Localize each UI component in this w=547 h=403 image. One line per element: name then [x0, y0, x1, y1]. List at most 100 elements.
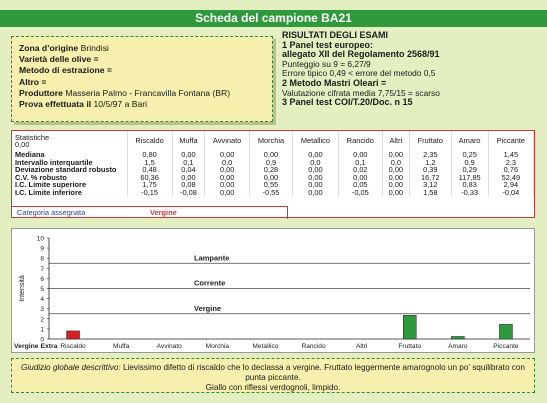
- results-line: 2 Metodo Mastri Oleari =: [282, 77, 387, 88]
- x-tick-label: Riscaldo: [60, 343, 86, 350]
- stats-header-row: Statistiche 0,00 Riscaldo Muffa Avvinato …: [12, 131, 535, 151]
- origin-box: Zona d’origine Brindisi Varietà delle ol…: [11, 36, 273, 122]
- results-panel: RISULTATI DEGLI ESAMI 1 Panel test europ…: [282, 30, 542, 126]
- intensity-chart: Lampante Corrente Vergine 0 1 2 3 4 5 6 7 8 9 10 Inten…: [11, 228, 535, 353]
- y-tick-label: 4: [40, 296, 44, 303]
- stats-cell: 0,0: [204, 158, 251, 166]
- stats-cell: 0,00: [292, 173, 340, 181]
- stats-cell: 2,3: [488, 158, 535, 166]
- y-tick-label: 8: [40, 256, 44, 263]
- x-tick-label: Altri: [356, 343, 368, 350]
- band-label: Vergine: [194, 304, 221, 313]
- stats-cell: 0,00: [292, 151, 340, 159]
- y-axis-label: Intensità: [19, 275, 26, 302]
- judgement-label: Giudizio globale descrittivo:: [21, 363, 121, 372]
- stats-cell: 0,00: [249, 173, 293, 181]
- stats-cell: -0,15: [127, 188, 173, 196]
- column-header: Altri: [382, 131, 411, 151]
- stats-cell: 0,00: [292, 188, 340, 196]
- stats-cell: 1,2: [409, 158, 452, 166]
- stats-cell: 2,94: [488, 181, 535, 189]
- stats-cell: 0,55: [249, 181, 293, 189]
- stats-cell: 16,72: [409, 173, 452, 181]
- stats-cell: 0,76: [488, 166, 535, 174]
- category-label: Categoria assegnata: [17, 208, 86, 217]
- judgement-text-2: Giallo con riflessi verdognoli, limpido.: [205, 383, 341, 392]
- origin-label: Zona d’origine: [19, 43, 79, 53]
- stats-cell: 0,00: [204, 166, 251, 174]
- stats-corner-header: Statistiche 0,00: [12, 131, 128, 151]
- stats-cell: 60,36: [127, 173, 173, 181]
- bar-fruttato: [403, 315, 417, 340]
- stats-cell: 0,00: [382, 151, 411, 159]
- y-tick-label: 0: [40, 337, 44, 344]
- column-header: Rancido: [338, 131, 383, 151]
- stats-cell: -0,55: [249, 188, 293, 196]
- results-line: 1 Panel test europeo:: [282, 39, 374, 50]
- y-tick-label: 10: [37, 236, 45, 243]
- x-tick-label: Fruttato: [398, 343, 421, 350]
- stats-cell: 0,08: [172, 181, 206, 189]
- y-tick-label: 6: [40, 276, 44, 283]
- results-line: Errore tipico 0,49 < errore del metodo 0…: [282, 68, 436, 79]
- origin-line: Produttore Masseria Palmo - Francavilla …: [19, 88, 265, 99]
- band-label: Lampante: [194, 253, 229, 262]
- stats-cell: 0,02: [338, 166, 383, 174]
- stats-cell: 1,5: [127, 158, 173, 166]
- stats-row-label: Deviazione standard robusto: [12, 166, 128, 174]
- category-value: Vergine: [150, 208, 177, 217]
- stats-row: Deviazione standard robusto 0,48 0,04 0,00 0…: [12, 166, 535, 174]
- stats-row: Intervallo interquartile 1,5 0,1 0,0 0,9 0,0 0…: [12, 158, 535, 166]
- origin-label: Altro =: [19, 76, 47, 87]
- origin-label: Varietà delle olive =: [19, 54, 99, 65]
- x-tick-label: Rancido: [301, 343, 326, 350]
- y-tick-label: 3: [40, 306, 44, 313]
- results-heading: RISULTATI DEGLI ESAMI: [282, 30, 388, 40]
- origin-label: Prova effettuata il: [19, 99, 92, 110]
- x-axis-label: Vergine Extra: [14, 343, 58, 350]
- results-line: 3 Panel test COI/T.20/Doc. n 15: [282, 97, 413, 108]
- stats-cell: 0,0: [382, 158, 411, 166]
- stats-row: Mediana 0,80 0,00 0,00 0,00 0,00 0,00 0,00 2,35 0…: [12, 151, 535, 159]
- stats-cell: 0,00: [204, 188, 251, 196]
- stats-row-label: I.C. Limite superiore: [12, 181, 128, 189]
- column-header: Amaro: [451, 131, 489, 151]
- stats-cell: -0,33: [451, 188, 489, 196]
- stats-cell: 0,00: [338, 173, 383, 181]
- statistics-table: Statistiche 0,00 Riscaldo Muffa Avvinato …: [11, 130, 535, 219]
- y-tick-label: 9: [40, 246, 44, 253]
- stats-row-label: Mediana: [12, 151, 128, 159]
- stats-cell: -0,04: [488, 188, 535, 196]
- column-header: Morchia: [249, 131, 293, 151]
- stats-row: I.C. Limite superiore 1,75 0,08 0,00 0,55 0,0…: [12, 181, 535, 189]
- x-tick-label: Metallico: [252, 343, 278, 350]
- stats-cell: 0,00: [172, 173, 206, 181]
- stats-cell: 0,00: [382, 181, 411, 189]
- column-header: Fruttato: [409, 131, 452, 151]
- origin-line: Altro =: [19, 77, 265, 88]
- stats-row: C.V. % robusto 60,36 0,00 0,00 0,00 0,00 0,00 0…: [12, 173, 535, 181]
- column-header: Piccante: [488, 131, 535, 151]
- y-tick-label: 5: [40, 286, 44, 293]
- stats-cell: 0,48: [127, 166, 173, 174]
- y-tick-label: 2: [40, 316, 44, 323]
- stats-cell: 2,35: [409, 151, 452, 159]
- stats-row-label: I.C. Limite inferiore: [12, 188, 128, 196]
- stats-cell: 0,00: [338, 151, 383, 159]
- stats-cell: 0,00: [204, 151, 251, 159]
- stats-cell: 0,80: [127, 151, 173, 159]
- origin-line: Metodo di estrazione =: [19, 65, 265, 76]
- category-row: Categoria assegnata Vergine: [12, 206, 288, 219]
- bar-riscaldo: [66, 330, 80, 340]
- stats-cell: 0,9: [249, 158, 293, 166]
- stats-cell: -0,05: [338, 188, 383, 196]
- stats-cell: 0,00: [382, 173, 411, 181]
- stats-cell: -0,08: [172, 188, 206, 196]
- stats-cell: 0,00: [204, 181, 251, 189]
- stats-cell: 52,49: [488, 173, 535, 181]
- bar-amaro: [451, 336, 465, 340]
- origin-label: Metodo di estrazione =: [19, 65, 112, 76]
- stats-cell: 0,00: [382, 188, 411, 196]
- results-line: allegato XII del Regolamento 2568/91: [282, 49, 440, 60]
